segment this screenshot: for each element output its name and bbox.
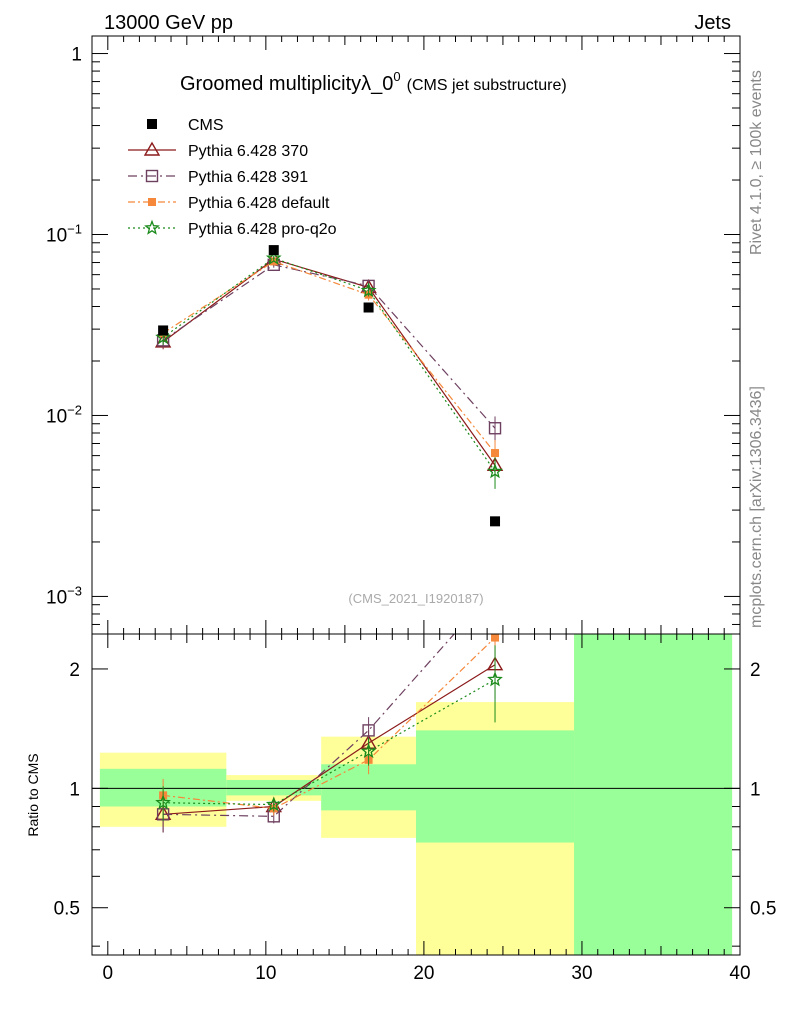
uncertainty-bands bbox=[92, 634, 740, 955]
legend-marker-cms bbox=[147, 119, 157, 129]
y-tick-label: 1 bbox=[71, 45, 82, 66]
x-tick-label: 10 bbox=[255, 963, 276, 984]
legend-marker-p391 bbox=[145, 169, 159, 183]
point-pq2o bbox=[265, 249, 282, 265]
watermark: (CMS_2021_I1920187) bbox=[348, 591, 483, 606]
series-line-pq2o bbox=[162, 257, 496, 472]
ratio-line-p391 bbox=[163, 634, 455, 817]
legend-marker-pdef bbox=[148, 198, 156, 206]
ratio-series bbox=[154, 583, 504, 833]
legend-marker-p370 bbox=[143, 141, 161, 156]
ratio-point-pq2o bbox=[155, 794, 171, 810]
plot-title: Groomed multiplicityλ_00(CMS jet substru… bbox=[180, 69, 567, 95]
point-cms bbox=[158, 325, 169, 336]
side-label-bottom: mcplots.cern.ch [arXiv:1306.3436] bbox=[748, 386, 765, 628]
legend-label-p391: Pythia 6.428 391 bbox=[188, 169, 308, 186]
x-tick-label: 20 bbox=[413, 963, 434, 984]
y-tick-label: 10−3 bbox=[46, 583, 82, 608]
ratio-point-pdef bbox=[491, 634, 500, 642]
legend-label-pdef: Pythia 6.428 default bbox=[188, 195, 330, 212]
ratio-point-pq2o bbox=[360, 743, 377, 759]
ratio-frame bbox=[91, 633, 741, 956]
x-tick-label: 40 bbox=[729, 963, 750, 984]
point-p391 bbox=[488, 422, 502, 435]
point-cms bbox=[268, 245, 279, 256]
band-green bbox=[226, 779, 322, 796]
ratio-tick-label-right: 1 bbox=[750, 779, 761, 800]
series-line-pdef bbox=[162, 260, 496, 454]
ratio-line-pq2o bbox=[163, 679, 496, 806]
ratio-tick-label-left: 2 bbox=[69, 660, 80, 681]
x-tick-label: 30 bbox=[571, 963, 592, 984]
legend-marker-pq2o bbox=[144, 219, 160, 235]
ratio-point-pq2o bbox=[265, 796, 282, 812]
y-tick-label: 10−2 bbox=[46, 402, 82, 427]
ratio-tick-label-left: 0.5 bbox=[54, 899, 80, 920]
point-cms bbox=[490, 516, 501, 527]
ratio-line-p370 bbox=[163, 664, 496, 815]
header-left: 13000 GeV pp bbox=[104, 12, 233, 34]
legend: CMS Pythia 6.428 370 Pythia 6.428 391 Pythi… bbox=[128, 117, 337, 238]
ratio-tick-label-left: 1 bbox=[69, 779, 80, 800]
main-series bbox=[154, 245, 504, 527]
y-tick-label: 10−1 bbox=[46, 222, 82, 247]
legend-label-cms: CMS bbox=[188, 117, 224, 134]
ratio-tick-label-right: 0.5 bbox=[750, 899, 776, 920]
header-right: Jets bbox=[694, 12, 731, 34]
point-cms bbox=[363, 302, 374, 313]
ratio-point-p391 bbox=[362, 724, 375, 737]
band-green bbox=[416, 730, 575, 843]
ratio-tick-label-right: 2 bbox=[750, 660, 761, 681]
point-pq2o bbox=[360, 282, 377, 298]
ratio-point-pq2o bbox=[487, 671, 503, 687]
point-pdef bbox=[491, 449, 500, 458]
x-tick-label: 0 bbox=[103, 963, 114, 984]
legend-label-pq2o: Pythia 6.428 pro-q2o bbox=[188, 221, 337, 238]
ratio-point-p391 bbox=[490, 583, 501, 594]
series-line-p391 bbox=[162, 264, 496, 429]
point-pq2o bbox=[487, 463, 503, 479]
legend-label-p370: Pythia 6.428 370 bbox=[188, 143, 308, 160]
side-label-top: Rivet 4.1.0, ≥ 100k events bbox=[748, 70, 765, 255]
ratio-line-pdef bbox=[163, 637, 496, 810]
band-green bbox=[574, 634, 733, 955]
axes: 0 10 20 30 40 1 10−1 10−2 10−3 0.5 0.5 1 1 2 2 bbox=[46, 36, 776, 984]
series-line-p370 bbox=[162, 258, 496, 466]
ratio-ylabel: Ratio to CMS bbox=[25, 753, 41, 836]
